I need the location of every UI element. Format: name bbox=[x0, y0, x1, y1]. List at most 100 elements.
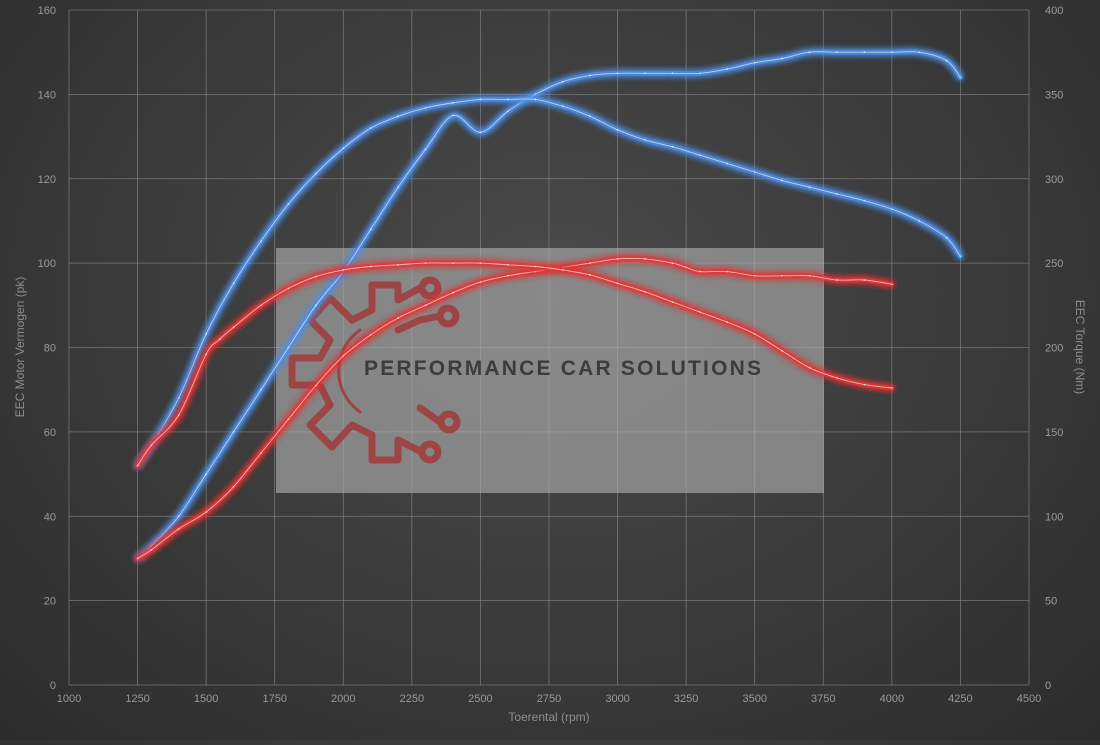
data-point bbox=[150, 549, 153, 551]
data-point bbox=[589, 262, 592, 265]
data-point bbox=[726, 162, 729, 165]
y-axis-right-title: EEC Torque (Nm) bbox=[1073, 300, 1087, 394]
data-point bbox=[397, 263, 400, 266]
data-point bbox=[232, 430, 235, 433]
x-tick-label: 2750 bbox=[537, 693, 561, 705]
data-point bbox=[698, 154, 701, 157]
series-highlight bbox=[137, 257, 892, 559]
x-tick-label: 1000 bbox=[57, 693, 81, 705]
data-point bbox=[836, 51, 838, 54]
data-point bbox=[506, 110, 509, 113]
series-2-line bbox=[135, 96, 963, 469]
x-tick-label: 4250 bbox=[948, 693, 972, 705]
data-point bbox=[836, 279, 838, 281]
data-point bbox=[959, 76, 962, 79]
data-point bbox=[836, 376, 838, 379]
data-point bbox=[424, 106, 427, 109]
x-tick-label: 4500 bbox=[1017, 693, 1041, 705]
data-point bbox=[616, 72, 619, 75]
x-tick-label: 1250 bbox=[125, 693, 149, 705]
y-right-tick-label: 400 bbox=[1045, 5, 1063, 17]
data-point bbox=[342, 147, 345, 150]
data-point bbox=[232, 485, 235, 488]
data-point bbox=[863, 383, 866, 386]
data-point bbox=[342, 268, 345, 271]
data-point bbox=[479, 262, 482, 265]
data-point bbox=[863, 51, 866, 54]
series-3-line bbox=[135, 255, 895, 561]
series-lines bbox=[135, 49, 963, 561]
data-point bbox=[698, 270, 701, 273]
data-point bbox=[781, 179, 784, 182]
data-point bbox=[150, 544, 153, 547]
series-highlight bbox=[137, 51, 961, 559]
data-point bbox=[479, 98, 482, 101]
data-point bbox=[424, 148, 427, 151]
data-point bbox=[959, 255, 962, 258]
data-point bbox=[589, 115, 592, 118]
data-point bbox=[534, 93, 537, 96]
data-point bbox=[561, 268, 564, 271]
data-point bbox=[671, 301, 674, 303]
data-point bbox=[644, 139, 646, 141]
data-point bbox=[150, 444, 153, 447]
y-right-tick-label: 200 bbox=[1045, 343, 1063, 355]
data-point bbox=[945, 59, 948, 62]
data-point bbox=[753, 274, 756, 277]
data-point bbox=[479, 131, 482, 134]
data-point bbox=[136, 557, 139, 560]
data-point bbox=[781, 274, 784, 277]
y-left-tick-label: 80 bbox=[44, 343, 56, 355]
data-point bbox=[616, 282, 619, 285]
data-point bbox=[424, 262, 427, 265]
data-point bbox=[808, 51, 811, 54]
data-point bbox=[671, 72, 674, 75]
y-right-tick-label: 300 bbox=[1045, 174, 1063, 186]
data-point bbox=[177, 515, 180, 518]
y-right-tick-label: 50 bbox=[1045, 596, 1057, 608]
y-left-tick-label: 40 bbox=[44, 511, 56, 523]
data-point bbox=[808, 274, 811, 277]
data-point bbox=[685, 266, 688, 269]
data-point bbox=[671, 145, 674, 148]
data-point bbox=[534, 98, 537, 101]
data-point bbox=[397, 317, 400, 319]
data-point bbox=[314, 384, 317, 387]
data-point bbox=[534, 265, 537, 268]
x-tick-label: 3750 bbox=[811, 693, 835, 705]
y-left-tick-label: 140 bbox=[38, 89, 56, 101]
data-point bbox=[452, 114, 454, 117]
x-tick-label: 2250 bbox=[400, 693, 424, 705]
data-point bbox=[205, 511, 208, 513]
y-right-tick-label: 250 bbox=[1045, 258, 1063, 270]
data-point bbox=[945, 236, 948, 239]
y-left-tick-label: 20 bbox=[44, 596, 56, 608]
x-tick-label: 1500 bbox=[194, 693, 218, 705]
data-point bbox=[314, 172, 317, 175]
data-point bbox=[397, 115, 400, 118]
data-point bbox=[369, 127, 372, 130]
x-tick-label: 3250 bbox=[674, 693, 698, 705]
data-point bbox=[808, 366, 811, 369]
data-point bbox=[863, 279, 866, 281]
data-point bbox=[644, 72, 646, 75]
data-point bbox=[616, 258, 619, 260]
x-tick-label: 1750 bbox=[262, 693, 286, 705]
y-right-tick-label: 350 bbox=[1045, 89, 1063, 101]
data-point bbox=[452, 291, 454, 294]
data-point bbox=[589, 74, 592, 77]
data-point bbox=[781, 57, 784, 60]
data-point bbox=[177, 414, 180, 416]
x-tick-label: 3500 bbox=[742, 693, 766, 705]
data-point bbox=[136, 464, 139, 467]
data-point bbox=[753, 333, 756, 335]
data-point bbox=[205, 473, 208, 475]
data-point bbox=[218, 338, 221, 340]
data-point bbox=[753, 171, 756, 173]
data-point bbox=[890, 51, 893, 54]
data-point bbox=[506, 98, 509, 101]
data-point bbox=[506, 274, 509, 277]
data-point bbox=[232, 282, 235, 285]
data-point bbox=[260, 240, 262, 243]
